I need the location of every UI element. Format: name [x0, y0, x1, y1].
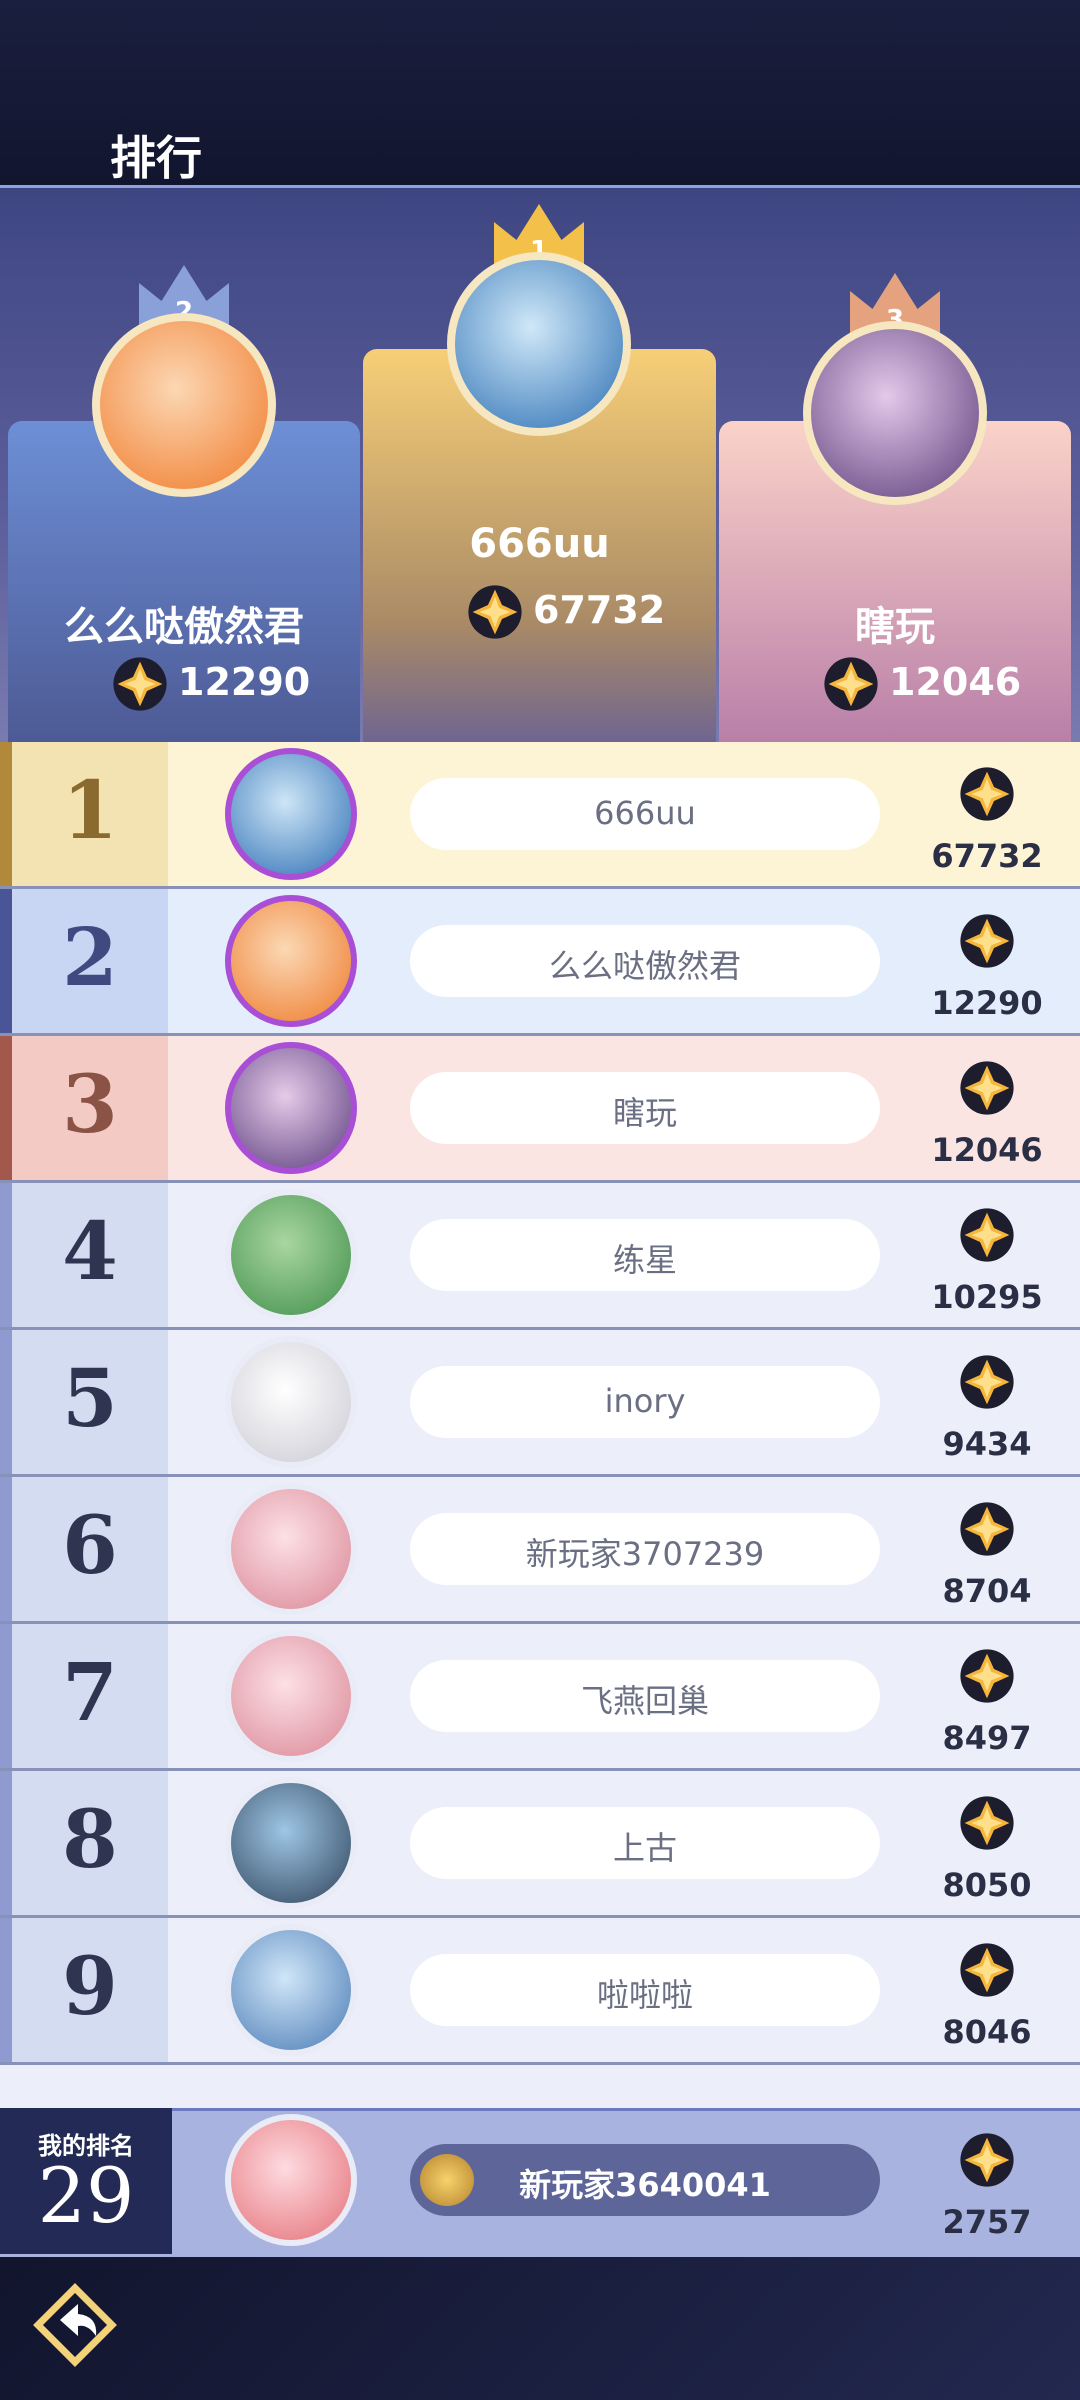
podium-name: 么么哒傲然君	[64, 604, 304, 650]
avatar	[225, 748, 357, 880]
row-accent	[0, 742, 12, 886]
player-name: 啦啦啦	[596, 1976, 693, 2014]
player-name: 飞燕回巢	[580, 1682, 709, 1720]
row-rank-tile	[0, 1036, 168, 1180]
player-name: 666uu	[594, 794, 696, 832]
row-rank-tile	[0, 1477, 168, 1621]
row-rank-tile	[0, 1183, 168, 1327]
player-score: 2757	[942, 2203, 1032, 2241]
player-score: 10295	[931, 1278, 1043, 1316]
gem-icon	[959, 1942, 1015, 1998]
row-accent	[0, 1771, 12, 1915]
player-name: 新玩家3640041	[519, 2166, 771, 2204]
podium-name: 666uu	[469, 521, 610, 567]
row-bg	[0, 2065, 1080, 2108]
row-accent	[0, 1624, 12, 1768]
player-name: 么么哒傲然君	[548, 947, 741, 985]
my-rank-badge	[0, 2108, 172, 2254]
row-rank-tile	[0, 1624, 168, 1768]
gem-icon	[959, 1354, 1015, 1410]
row-rank: 8	[62, 1792, 118, 1886]
player-name: 新玩家3707239	[525, 1535, 765, 1573]
avatar	[225, 1777, 357, 1909]
row-rank: 3	[62, 1057, 118, 1151]
player-score: 8704	[942, 1572, 1032, 1610]
avatar	[225, 1189, 357, 1321]
header-bar	[0, 0, 1080, 185]
player-score: 12290	[931, 984, 1043, 1022]
gem-icon	[467, 584, 523, 640]
avatar	[92, 313, 276, 497]
row-rank: 7	[62, 1645, 118, 1739]
row-rank: 6	[62, 1498, 118, 1592]
avatar	[225, 1042, 357, 1174]
name-pill	[410, 1807, 880, 1879]
row-accent	[0, 1330, 12, 1474]
my-rank-label: 我的排名	[38, 2132, 134, 2160]
page-title: 排行	[110, 131, 202, 185]
name-pill	[410, 2144, 880, 2216]
row-rank: 5	[62, 1351, 118, 1445]
row-accent	[0, 889, 12, 1033]
name-pill	[410, 778, 880, 850]
row-accent	[0, 1918, 12, 2062]
gem-icon	[959, 1060, 1015, 1116]
name-pill	[410, 1513, 880, 1585]
row-rank: 1	[62, 763, 118, 857]
name-pill	[410, 1366, 880, 1438]
row-rank-tile	[0, 742, 168, 886]
avatar	[225, 1483, 357, 1615]
row-rank-tile	[0, 889, 168, 1033]
name-pill	[410, 1219, 880, 1291]
row-accent	[0, 1183, 12, 1327]
avatar	[225, 1924, 357, 2056]
player-score: 8497	[942, 1719, 1032, 1757]
row-rank-tile	[0, 1771, 168, 1915]
gem-icon	[959, 1648, 1015, 1704]
gem-icon	[959, 1795, 1015, 1851]
my-rank-number: 29	[37, 2151, 135, 2240]
player-name: 瞎玩	[612, 1094, 677, 1132]
player-name: 练星	[612, 1241, 677, 1279]
gem-icon	[959, 1501, 1015, 1557]
player-score: 9434	[942, 1425, 1032, 1463]
gem-icon	[959, 2132, 1015, 2188]
gem-icon	[823, 656, 879, 712]
player-score: 67732	[931, 837, 1043, 875]
gem-icon	[959, 913, 1015, 969]
name-pill	[410, 925, 880, 997]
name-pill	[410, 1660, 880, 1732]
row-accent	[0, 1036, 12, 1180]
avatar	[225, 2114, 357, 2246]
gem-icon	[959, 766, 1015, 822]
gem-icon	[959, 1207, 1015, 1263]
avatar	[225, 895, 357, 1027]
podium-score: 12290	[178, 660, 311, 704]
back-button[interactable]	[30, 2280, 120, 2370]
title-badge	[420, 2154, 474, 2206]
row-rank-tile	[0, 1330, 168, 1474]
podium-name: 瞎玩	[855, 604, 935, 650]
podium-score: 12046	[889, 660, 1022, 704]
name-pill	[410, 1954, 880, 2026]
player-name: 上古	[612, 1829, 677, 1867]
player-name: inory	[604, 1382, 686, 1420]
row-rank-tile	[0, 1918, 168, 2062]
row-rank: 9	[62, 1939, 118, 2033]
name-pill	[410, 1072, 880, 1144]
player-score: 8046	[942, 2013, 1032, 2051]
player-score: 12046	[931, 1131, 1043, 1169]
row-accent	[0, 1477, 12, 1621]
player-score: 8050	[942, 1866, 1032, 1904]
avatar	[225, 1336, 357, 1468]
avatar	[803, 321, 987, 505]
gem-icon	[112, 656, 168, 712]
avatar	[225, 1630, 357, 1762]
row-rank: 4	[62, 1204, 118, 1298]
row-rank: 2	[62, 910, 118, 1004]
podium-score: 67732	[533, 588, 666, 632]
avatar	[447, 252, 631, 436]
